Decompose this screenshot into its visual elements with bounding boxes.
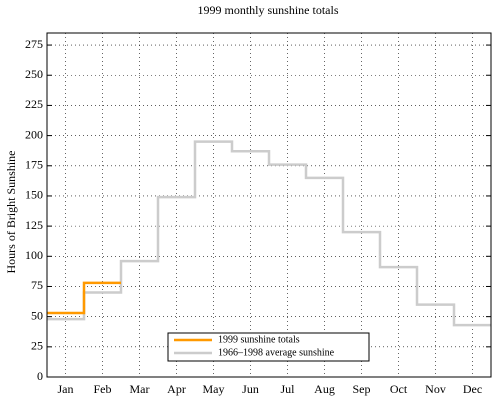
x-tick-label: Oct xyxy=(390,382,408,396)
x-tick-label: Mar xyxy=(130,382,150,396)
y-tick-label: 0 xyxy=(37,369,43,383)
step-line xyxy=(47,281,121,315)
plot-frame xyxy=(46,32,492,378)
x-tick-label: Dec xyxy=(463,382,482,396)
legend: 1999 sunshine totals 1966–1998 average su… xyxy=(167,332,370,362)
y-tick-label: 100 xyxy=(25,248,43,262)
x-tick-label: Jul xyxy=(280,382,295,396)
y-tick-label: 150 xyxy=(25,188,43,202)
x-tick-label: Sep xyxy=(353,382,371,396)
y-tick-label: 50 xyxy=(31,308,43,322)
y-tick-label: 225 xyxy=(25,97,43,111)
x-tick-label: Jan xyxy=(58,382,74,396)
legend-label: 1966–1998 average sunshine xyxy=(218,347,335,358)
x-tick-label: Nov xyxy=(425,382,446,396)
x-tick-label: Aug xyxy=(314,382,335,396)
y-tick-label: 200 xyxy=(25,127,43,141)
legend-box xyxy=(167,332,370,362)
y-tick-label: 25 xyxy=(31,339,43,353)
y-tick-label: 250 xyxy=(25,67,43,81)
y-tick-label: 125 xyxy=(25,218,43,232)
x-tick-label: May xyxy=(203,382,225,396)
x-tick-label: Apr xyxy=(167,382,186,396)
y-tick-label: 175 xyxy=(25,158,43,172)
x-tick-label: Feb xyxy=(94,382,112,396)
chart-title: 1999 monthly sunshine totals xyxy=(198,3,339,17)
x-tick-label: Jun xyxy=(242,382,259,396)
y-axis-label: Hours of Bright Sunshine xyxy=(4,151,18,274)
step-line xyxy=(47,140,491,327)
legend-label: 1999 sunshine totals xyxy=(218,334,300,345)
y-tick-label: 75 xyxy=(31,278,43,292)
y-tick-label: 275 xyxy=(25,37,43,51)
